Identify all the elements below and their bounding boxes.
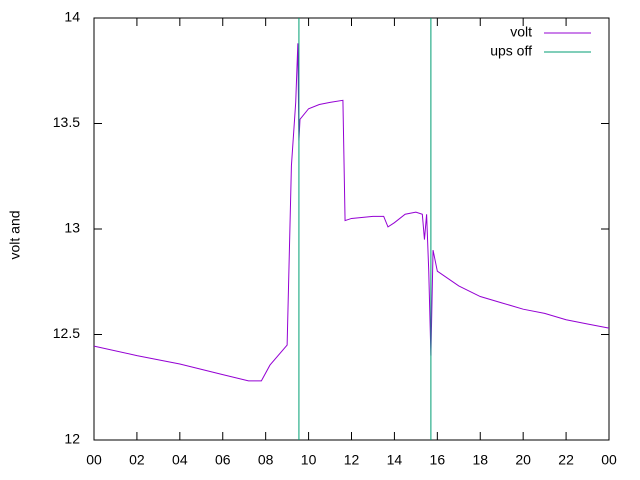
plot-frame	[93, 17, 610, 441]
legend-label: volt	[510, 24, 532, 40]
y-tick-label: 13.5	[53, 114, 80, 130]
x-tick-label: 20	[515, 452, 531, 468]
x-tick-label: 14	[387, 452, 403, 468]
x-tick-label: 08	[258, 452, 274, 468]
x-tick-label: 10	[301, 452, 317, 468]
y-axis-label: volt and	[7, 210, 23, 259]
x-tick-label: 00	[86, 452, 102, 468]
x-tick-label: 12	[344, 452, 360, 468]
y-tick-label: 14	[64, 9, 80, 25]
legend-label: ups off	[490, 43, 532, 59]
x-tick-label: 02	[129, 452, 145, 468]
x-tick-label: 16	[430, 452, 446, 468]
x-tick-label: 22	[558, 452, 574, 468]
y-tick-label: 12	[64, 431, 80, 447]
x-tick-label: 04	[172, 452, 188, 468]
line-series	[93, 43, 610, 382]
x-tick-label: 18	[472, 452, 488, 468]
x-tick-label: 00	[601, 452, 617, 468]
y-tick-label: 13	[64, 220, 80, 236]
y-tick-label: 12.5	[53, 325, 80, 341]
x-tick-label: 06	[215, 452, 231, 468]
